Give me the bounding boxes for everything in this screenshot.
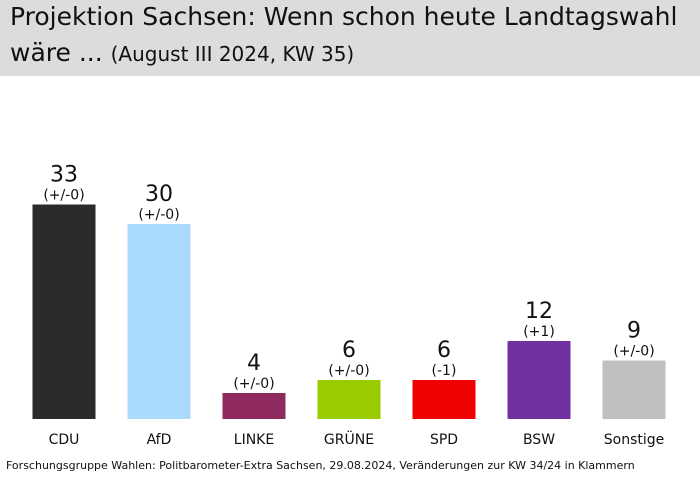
value-label: 30 [145, 182, 173, 207]
value-label: 6 [437, 338, 451, 363]
category-label: GRÜNE [324, 430, 374, 448]
bar-linke [222, 393, 286, 419]
change-label: (+/-0) [138, 207, 179, 223]
bar-grüne [317, 380, 381, 419]
chart-title-line2: wäre ... (August III 2024, KW 35) [10, 38, 354, 67]
change-label: (+1) [523, 324, 555, 340]
value-label: 6 [342, 338, 356, 363]
bar-bsw [507, 341, 571, 419]
change-label: (+/-0) [613, 344, 654, 360]
category-label: LINKE [234, 432, 274, 448]
category-label: BSW [523, 432, 555, 448]
value-label: 33 [50, 163, 78, 188]
bar-afd [127, 224, 191, 419]
bar-chart: (+/-0)33CDU(+/-0)30AfD(+/-0)4LINKE(+/-0)… [32, 163, 666, 448]
bar-sonstige [602, 360, 666, 419]
chart-header: Projektion Sachsen: Wenn schon heute Lan… [0, 0, 700, 76]
category-label: SPD [430, 432, 458, 448]
category-label: AfD [147, 432, 172, 448]
change-label: (+/-0) [233, 376, 274, 392]
chart-title: Projektion Sachsen: Wenn schon heute Lan… [10, 2, 678, 31]
chart-subtitle: (August III 2024, KW 35) [110, 42, 355, 66]
category-label: CDU [49, 432, 80, 448]
value-label: 4 [247, 351, 261, 376]
change-label: (+/-0) [328, 363, 369, 379]
category-label: Sonstige [604, 432, 665, 448]
change-label: (-1) [432, 363, 457, 379]
value-label: 12 [525, 299, 553, 324]
bar-spd [412, 380, 476, 419]
chart-footer: Forschungsgruppe Wahlen: Politbarometer-… [6, 459, 635, 472]
change-label: (+/-0) [43, 188, 84, 204]
value-label: 9 [627, 319, 641, 344]
chart-title-continuation: wäre ... [10, 38, 103, 67]
bar-cdu [32, 204, 96, 419]
